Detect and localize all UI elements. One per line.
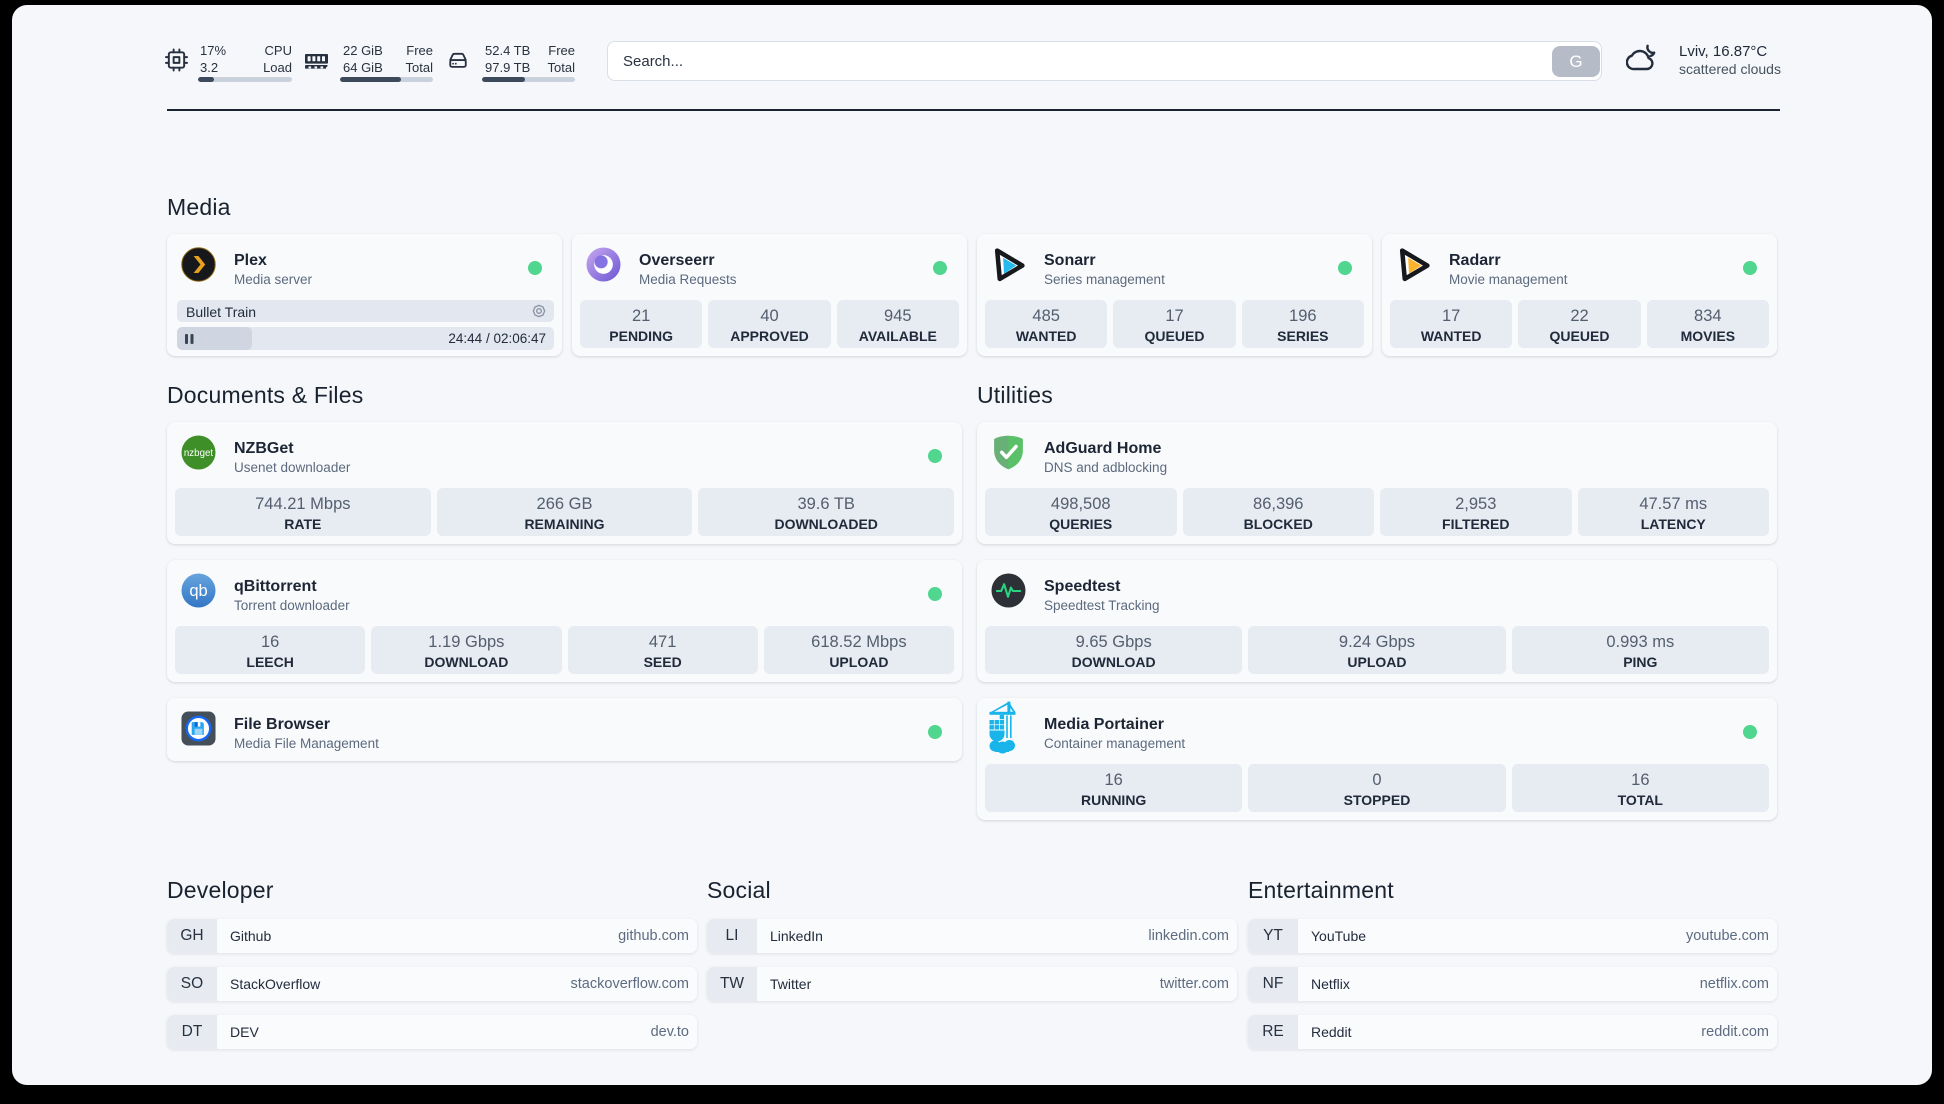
svg-text:qb: qb — [189, 581, 207, 600]
svg-text:nzbget: nzbget — [184, 448, 213, 459]
